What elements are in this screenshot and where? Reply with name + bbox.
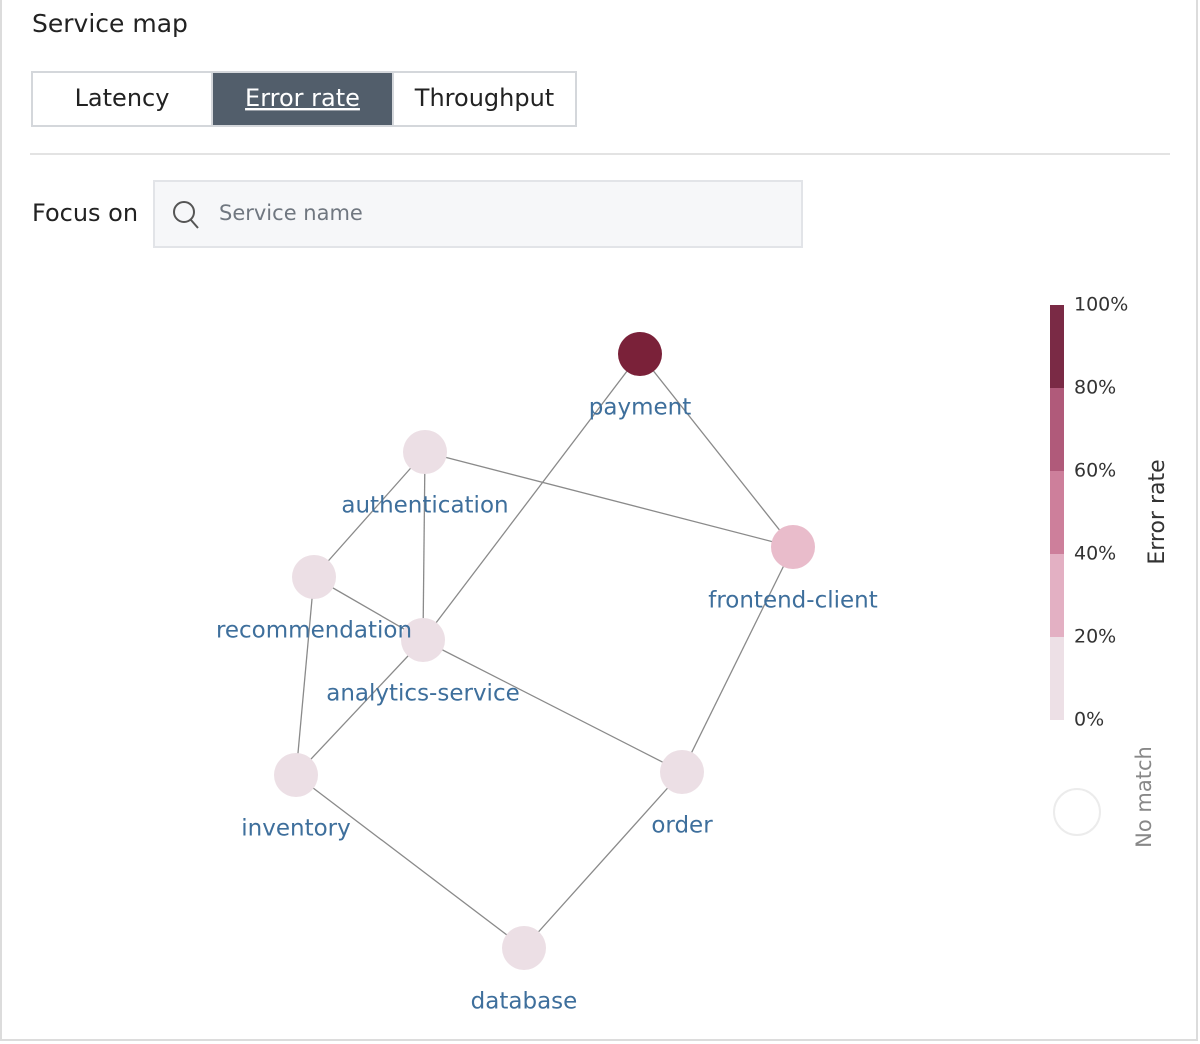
search-placeholder: Service name [219, 201, 363, 225]
legend-segment [1050, 305, 1064, 388]
legend-tick-label: 100% [1074, 294, 1128, 316]
search-icon-handle [190, 219, 199, 229]
no-match-label: No match [1132, 746, 1156, 848]
legend-tick-label: 0% [1074, 709, 1104, 731]
edge [313, 451, 426, 578]
service-node[interactable] [660, 750, 704, 794]
service-label: analytics-service [326, 681, 520, 707]
tab[interactable] [392, 71, 577, 127]
edge [523, 771, 683, 949]
legend-tick-label: 40% [1074, 543, 1116, 565]
edge [639, 353, 794, 548]
service-node[interactable] [292, 555, 336, 599]
service-label: recommendation [216, 618, 412, 644]
service-label: inventory [241, 816, 350, 842]
tab[interactable] [211, 71, 394, 127]
legend-segment [1050, 471, 1064, 554]
service-node[interactable] [618, 332, 662, 376]
tab-label[interactable]: Throughput [414, 84, 554, 112]
search-icon [173, 201, 195, 223]
edge [422, 353, 641, 641]
edge [295, 639, 424, 776]
edge [424, 451, 794, 548]
legend-tick-label: 60% [1074, 460, 1116, 482]
panel-title: Service map [32, 9, 188, 38]
edge [295, 576, 315, 776]
service-node[interactable] [771, 525, 815, 569]
legend-segment [1050, 554, 1064, 637]
tab-label[interactable]: Error rate [245, 84, 360, 112]
legend-tick-label: 20% [1074, 626, 1116, 648]
service-label: frontend-client [708, 588, 878, 614]
tab-label[interactable]: Latency [75, 84, 170, 112]
edge [295, 774, 525, 949]
service-node[interactable] [403, 430, 447, 474]
legend-title: Error rate [1145, 459, 1170, 564]
service-label: database [471, 989, 578, 1015]
service-label: authentication [341, 493, 508, 519]
service-node[interactable] [401, 618, 445, 662]
service-node[interactable] [502, 926, 546, 970]
no-match-swatch [1053, 788, 1101, 836]
edge [422, 639, 683, 773]
legend-segment [1050, 637, 1064, 720]
edge [681, 546, 794, 773]
edge [422, 451, 426, 641]
search-box[interactable] [153, 180, 803, 248]
legend-tick-label: 80% [1074, 377, 1116, 399]
service-node[interactable] [274, 753, 318, 797]
focus-label: Focus on [32, 199, 138, 227]
legend-segment [1050, 388, 1064, 471]
service-label: order [651, 813, 713, 839]
service-label: payment [589, 395, 691, 421]
